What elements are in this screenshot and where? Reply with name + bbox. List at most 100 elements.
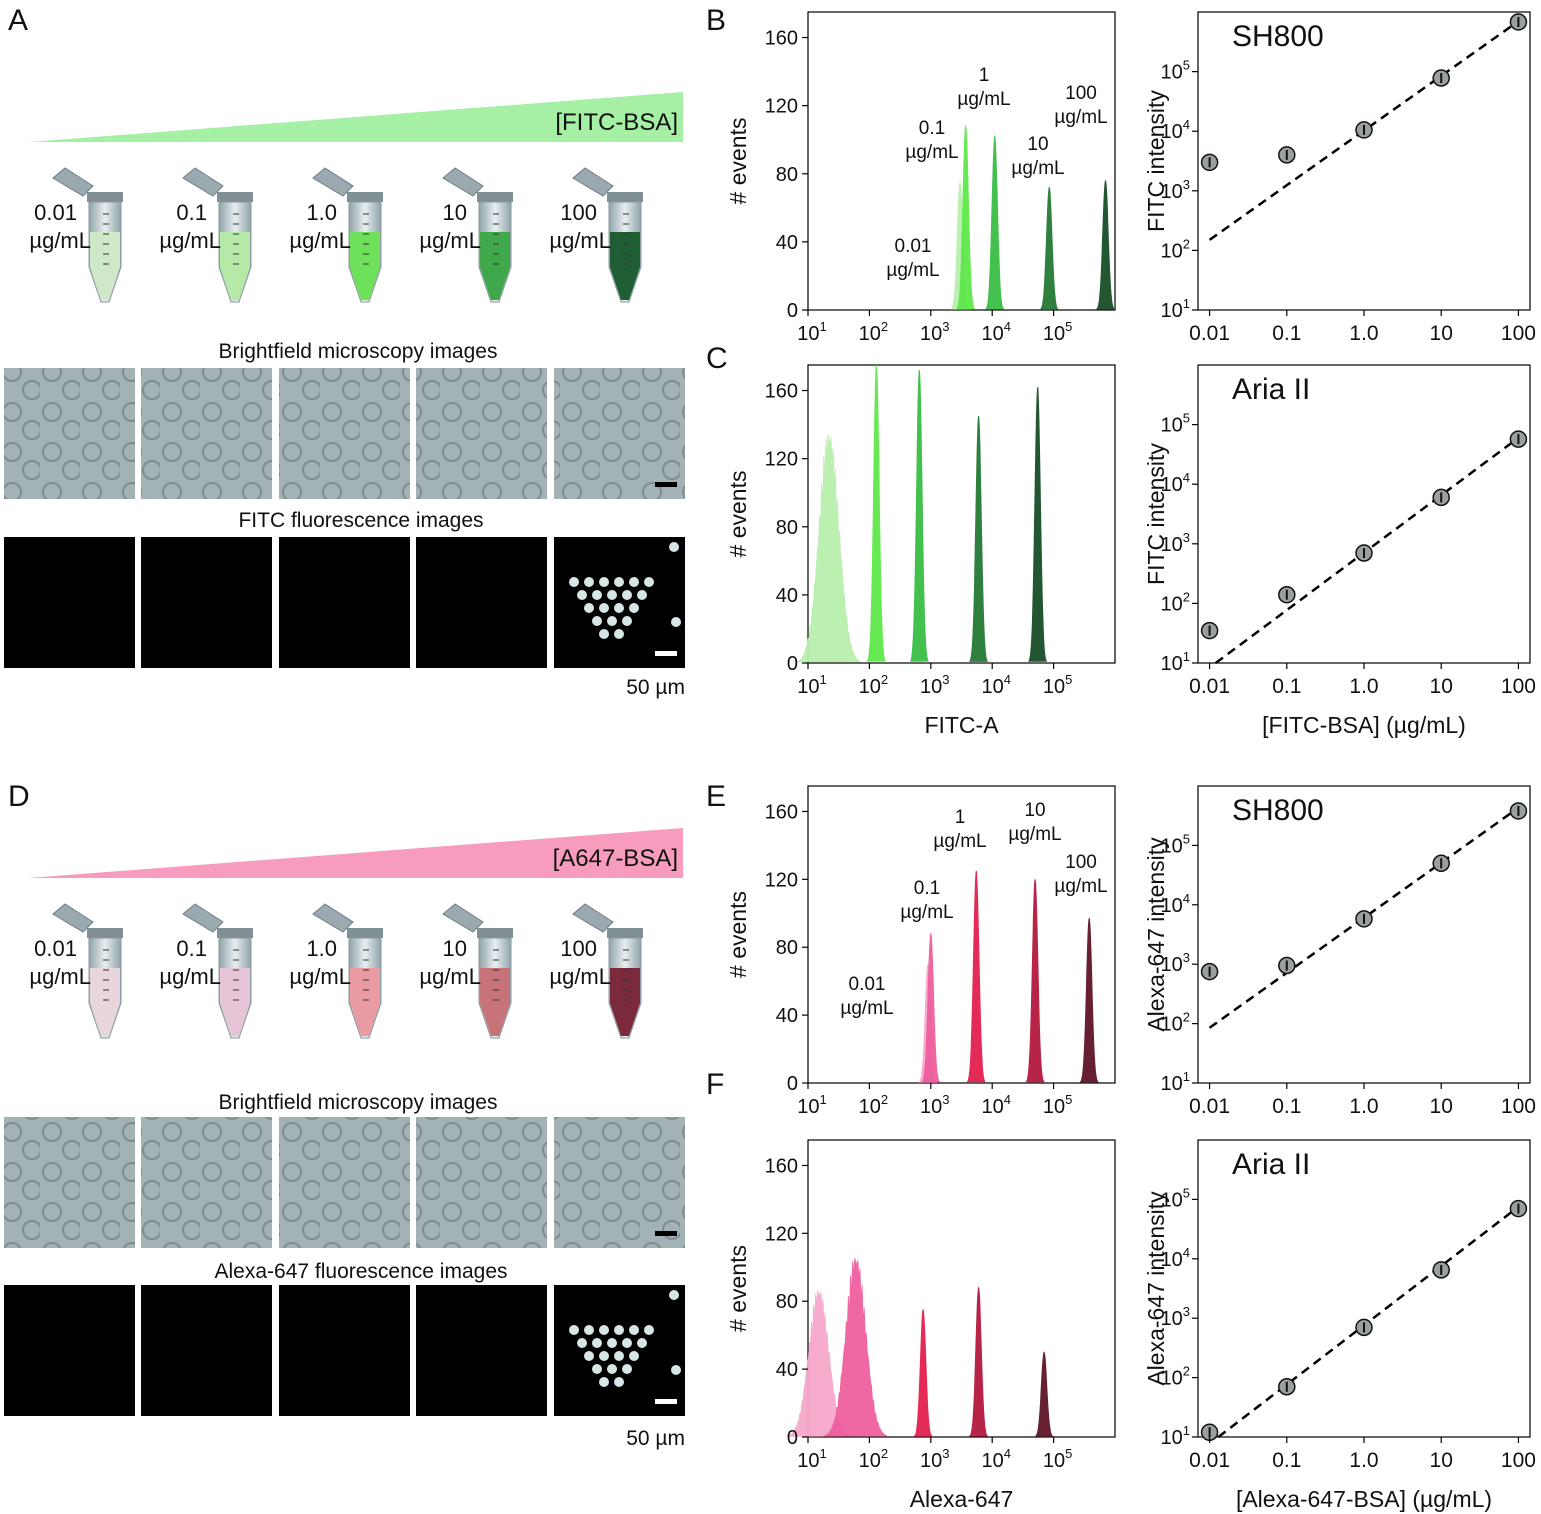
brightfield-image — [4, 1117, 135, 1248]
histogram-peak-area — [1033, 1351, 1055, 1437]
fluorescent-bead — [614, 1325, 624, 1335]
plot-frame — [1197, 785, 1531, 1084]
brightfield-image-row — [4, 368, 685, 499]
y-tick-label: 103 — [1161, 950, 1190, 976]
brightfield-image — [141, 1117, 272, 1248]
x-tick-label: 1.0 — [1349, 322, 1378, 345]
y-tick-label: 80 — [776, 517, 798, 539]
x-tick-label: 104 — [981, 672, 1010, 698]
fluorescent-bead — [592, 1338, 602, 1348]
tube-cap — [182, 903, 224, 933]
fluorescent-bead — [607, 1338, 617, 1348]
peak-label-value: 100 — [1065, 852, 1097, 873]
histogram-peak-area — [968, 1286, 989, 1437]
x-tick-label: 103 — [920, 672, 949, 698]
tube-liquid — [610, 232, 640, 300]
histogram-peak-area — [1079, 917, 1099, 1083]
peak-label-value: 0.01 — [895, 236, 932, 257]
tube-liquid — [350, 968, 380, 1036]
microcentrifuge-tube: 0.01 µg/mL — [29, 903, 123, 1039]
tube-concentration-unit: µg/mL — [419, 228, 481, 253]
histogram-peak — [1028, 387, 1048, 662]
y-axis-label: # events — [725, 118, 751, 205]
tube-rim — [477, 192, 513, 202]
peak-label-value: 0.1 — [919, 118, 945, 139]
microcentrifuge-tube: 0.1 µg/mL — [159, 903, 253, 1039]
y-axis-label: # events — [725, 891, 751, 978]
scale-bar — [655, 1399, 677, 1404]
tube-concentration-value: 0.1 — [176, 200, 207, 225]
fluorescent-bead — [599, 1351, 609, 1361]
tube-liquid — [610, 968, 640, 1036]
histogram-peak-area — [909, 370, 929, 662]
plot-frame — [807, 785, 1116, 1084]
y-tick-label: 105 — [1161, 411, 1190, 437]
histogram-peak — [822, 1257, 888, 1437]
y-tick-label: 80 — [776, 1291, 798, 1313]
tube-cap — [312, 167, 354, 197]
fluorescent-bead — [637, 1338, 647, 1348]
fluorescence-title: FITC fluorescence images — [238, 509, 483, 532]
fluorescent-bead — [629, 1325, 639, 1335]
fluorescent-bead — [622, 590, 632, 600]
histogram-peak-area — [921, 932, 941, 1083]
fluorescent-bead — [607, 1364, 617, 1374]
brightfield-image — [416, 1117, 547, 1248]
tube-row: 0.01 µg/mL 0.1 µg/mL 1.0 µg/mL 10 µg/mL 100 µg/mL — [29, 903, 643, 1039]
fluorescent-bead — [599, 603, 609, 613]
plot-frame — [1197, 1139, 1531, 1438]
fluorescent-bead — [629, 1351, 639, 1361]
chart-C-scatter: Aria II 101 102 103 104 105 0.01 0.1 1.0 10 100 FIT… — [1143, 364, 1536, 738]
fluorescent-bead — [629, 577, 639, 587]
fluorescent-bead — [637, 590, 647, 600]
histogram-peak: 100 µg/mL — [1054, 83, 1116, 310]
fluorescent-bead — [607, 616, 617, 626]
x-axis-label: FITC-A — [924, 712, 999, 738]
histogram-peak-area — [969, 416, 989, 662]
concentration-gradient-wedge — [28, 828, 683, 878]
x-axis-label: [Alexa-647-BSA] (µg/mL) — [1236, 1486, 1492, 1512]
y-tick-label: 101 — [1161, 296, 1190, 322]
fit-line — [1217, 1205, 1520, 1438]
peak-label-unit: µg/mL — [1054, 876, 1107, 897]
tube-concentration-unit: µg/mL — [159, 228, 221, 253]
gradient-label: [A647-BSA] — [553, 845, 678, 872]
fluorescence-image — [4, 537, 135, 668]
plot-frame — [807, 1139, 1116, 1438]
scale-bar — [655, 651, 677, 656]
peak-label-value: 0.1 — [914, 878, 940, 899]
y-tick-label: 102 — [1161, 1364, 1190, 1390]
plot-frame — [1197, 11, 1531, 311]
tube-rim — [217, 928, 253, 938]
x-tick-label: 104 — [981, 1092, 1010, 1118]
y-tick-label: 80 — [776, 937, 798, 959]
panel-D: [A647-BSA] 0.01 µg/mL 0.1 µg/mL 1.0 µg/mL 10 µg… — [4, 828, 685, 1450]
tube-cap — [52, 903, 94, 933]
x-tick-label: 0.01 — [1189, 1449, 1230, 1472]
y-tick-label: 120 — [765, 869, 798, 891]
tube-concentration-value: 1.0 — [306, 936, 337, 961]
fluorescent-bead — [584, 577, 594, 587]
x-tick-label: 105 — [1043, 1446, 1072, 1472]
x-tick-label: 103 — [920, 319, 949, 345]
y-tick-label: 104 — [1161, 1245, 1190, 1271]
y-tick-label: 105 — [1161, 1185, 1190, 1211]
fluorescent-bead — [577, 1338, 587, 1348]
y-axis-label: FITC intensity — [1143, 443, 1169, 585]
y-tick-label: 105 — [1161, 831, 1190, 857]
histogram-peak: 1 µg/mL — [957, 65, 1011, 310]
x-tick-label: 0.01 — [1189, 675, 1230, 698]
y-tick-label: 103 — [1161, 1304, 1190, 1330]
tube-rim — [607, 192, 643, 202]
plot-frame — [807, 364, 1116, 664]
fluorescent-bead — [584, 603, 594, 613]
y-tick-label: 120 — [765, 96, 798, 118]
tube-rim — [477, 928, 513, 938]
tube-concentration-unit: µg/mL — [289, 228, 351, 253]
histogram-peak-area — [985, 134, 1005, 310]
histogram-peak: 10 µg/mL — [1011, 134, 1065, 310]
y-tick-label: 80 — [776, 164, 798, 186]
fluorescence-image — [279, 537, 410, 668]
x-tick-label: 1.0 — [1349, 675, 1378, 698]
x-tick-label: 103 — [920, 1092, 949, 1118]
